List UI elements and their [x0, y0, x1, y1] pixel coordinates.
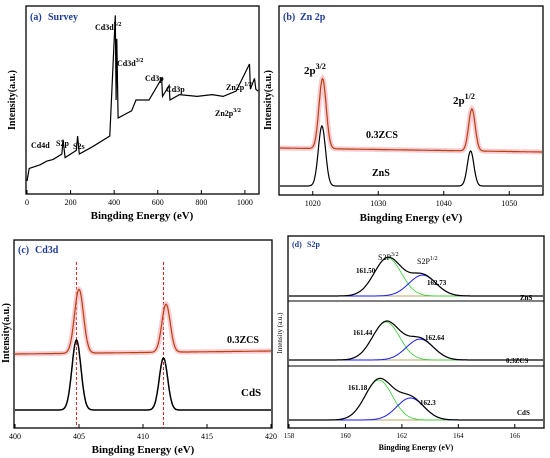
- xtick-label: 1020: [305, 199, 321, 208]
- panel-a-xlabel: Bingding Energy (eV): [91, 210, 194, 222]
- xtick-label: 400: [9, 432, 21, 441]
- survey-curve: [26, 15, 259, 182]
- panel-b-xticks: 1020 1030 1040 1050: [305, 191, 517, 208]
- xtick-label: 410: [137, 432, 149, 441]
- xtick-label: 1030: [370, 199, 386, 208]
- envelope-curve: [289, 256, 543, 297]
- xtick-label: 0: [25, 198, 29, 207]
- series-label-cds: CdS: [241, 387, 261, 399]
- peak-label-2p32: 2p3/2: [304, 62, 326, 77]
- zcs-peak-value-2: 162.64: [425, 334, 445, 342]
- panel-b-frame: [278, 5, 544, 196]
- xtick-label: 600: [152, 198, 164, 207]
- panel-d-tag: (d): [292, 240, 302, 249]
- panel-a-title: Survey: [48, 12, 78, 23]
- series-label-zcs: 0.3ZCS: [366, 130, 398, 141]
- envelope-curve: [289, 320, 543, 361]
- panel-d: (d) S2p 158 160 162 164 166 Bingding Energy …: [276, 235, 545, 452]
- cds-cd3d-curve: [15, 338, 271, 411]
- xtick-label: 200: [65, 198, 77, 207]
- xtick-label: 164: [453, 432, 464, 440]
- peak-label-cd3p-2: Cd3p: [166, 85, 185, 94]
- panel-a-frame: [25, 5, 260, 195]
- xtick-label: 800: [195, 198, 207, 207]
- xtick-label: 1040: [436, 199, 452, 208]
- panel-b: (b) Zn 2p 1020 1030 1040 1050 Bingding Ener…: [263, 5, 544, 224]
- xtick-label: 1000: [237, 198, 253, 207]
- xtick-label: 400: [108, 198, 120, 207]
- peak-label-cd3d52: Cd3d5/2: [95, 22, 121, 32]
- zcs-curve: [280, 77, 542, 153]
- panel-d-curves: [289, 256, 543, 421]
- row-label-zns: ZnS: [520, 294, 533, 302]
- xtick-label: 158: [284, 432, 295, 440]
- panel-d-xticks: 158 160 162 164 166: [284, 424, 521, 440]
- panel-a-tag: (a): [30, 12, 42, 23]
- panel-c-ylabel: Intensity(a.u.): [1, 303, 12, 363]
- panel-a: (a) Survey 0 200 400 600 800 1000 Bingding En…: [7, 5, 260, 222]
- peak-label-zn2p12: Zn2p1/2: [226, 82, 252, 92]
- envelope-curve: [289, 377, 543, 421]
- xtick-label: 420: [265, 432, 277, 441]
- zcs-cd3d-curve: [15, 288, 271, 355]
- panel-d-xlabel: Bingding Energy (eV): [379, 443, 454, 452]
- panel-b-title: Zn 2p: [300, 12, 326, 23]
- xtick-label: 166: [510, 432, 521, 440]
- peak-label-2p12: 2p1/2: [453, 92, 475, 107]
- panel-a-ylabel: Intensity(a.u.): [7, 70, 18, 130]
- panel-a-xticks: 0 200 400 600 800 1000: [25, 190, 253, 207]
- panel-c-tag: (c): [18, 245, 29, 256]
- peak-label-cd4d: Cd4d: [31, 141, 50, 150]
- panel-d-title: S2p: [307, 240, 320, 249]
- series-label-zns: ZnS: [372, 168, 390, 179]
- peak-label-s2p12: S2P1/2: [417, 256, 438, 266]
- panel-d-ylabel: Intensity (a.u.): [276, 312, 284, 354]
- peak-label-s2p32: S2P3/2: [378, 252, 399, 262]
- panel-c: (c) Cd3d 400 405 410 415 420 Bingding Energy…: [1, 239, 277, 456]
- xtick-label: 162: [397, 432, 408, 440]
- peak-label-s2s: S2s: [73, 142, 85, 151]
- panel-b-xlabel: Bingding Energy (eV): [360, 212, 463, 224]
- cds-peak-value-2: 162.3: [420, 399, 436, 407]
- xtick-label: 1050: [501, 199, 517, 208]
- peak-label-cd3p-1: Cd3p: [145, 74, 164, 83]
- panel-c-title: Cd3d: [35, 245, 59, 256]
- fit-peak-s2p12: [289, 397, 543, 421]
- zns-peak-value-2: 162.73: [427, 279, 447, 287]
- zns-curve: [280, 124, 542, 187]
- zns-peak-value-1: 161.50: [356, 267, 376, 275]
- cds-peak-value-1: 161.18: [348, 384, 368, 392]
- xtick-label: 415: [201, 432, 213, 441]
- panel-c-frame: [13, 239, 273, 429]
- row-label-cds: CdS: [517, 409, 530, 417]
- panel-c-xlabel: Bingding Energy (eV): [92, 444, 195, 456]
- panel-c-xticks: 400 405 410 415 420: [9, 424, 277, 441]
- panel-d-frame: [287, 235, 545, 429]
- fit-peak-s2p12: [289, 274, 543, 297]
- panel-b-tag: (b): [283, 12, 295, 23]
- panel-a-peak-labels: Cd4d S2p S2s Cd3d5/2 Cd3d3/2 Cd3p Cd3p Z…: [31, 22, 252, 151]
- peak-label-cd3d32: Cd3d3/2: [117, 58, 143, 68]
- series-label-zcs: 0.3ZCS: [227, 335, 259, 346]
- xtick-label: 405: [73, 432, 85, 441]
- zcs-peak-value-1: 161.44: [353, 329, 373, 337]
- panel-b-ylabel: Intensity(a.u.): [263, 70, 274, 130]
- peak-label-zn2p32: Zn2p3/2: [215, 108, 241, 118]
- peak-label-s2p: S2p: [56, 139, 69, 148]
- xtick-label: 160: [340, 432, 351, 440]
- row-label-zcs: 0.3ZCS: [506, 357, 528, 365]
- fit-peak-s2p32: [289, 321, 543, 361]
